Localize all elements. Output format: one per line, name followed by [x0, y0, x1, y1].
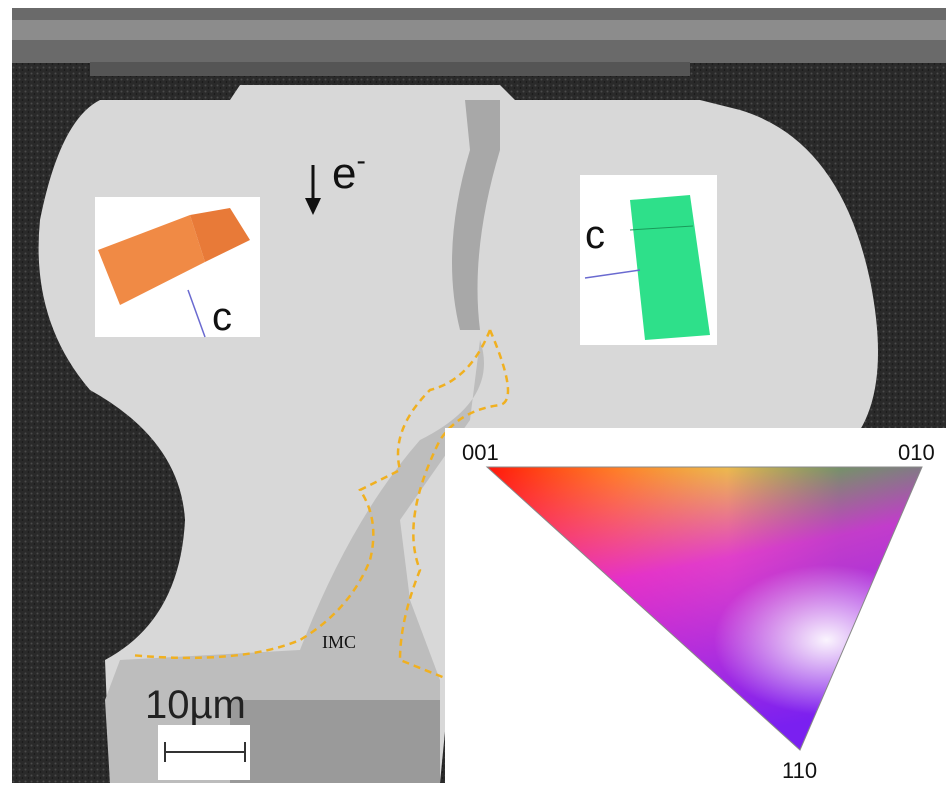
- scale-bar-label: 10µm: [145, 683, 246, 727]
- lower-pad: [230, 700, 440, 783]
- electron-charge: -: [356, 145, 365, 176]
- micrograph-figure: e- c c IMC 10µm 001 010 110: [0, 0, 946, 787]
- pad: [90, 62, 690, 76]
- corner-label: 001: [462, 440, 499, 465]
- electron-symbol: e: [332, 149, 356, 198]
- imc-label: IMC: [322, 632, 356, 652]
- right-c-label: c: [585, 213, 605, 257]
- chip-stripe: [12, 20, 946, 40]
- corner-label: 110: [782, 758, 817, 783]
- corner-label: 010: [898, 440, 935, 465]
- page: e- c c IMC 10µm 001 010 110 (() => { con…: [0, 0, 946, 787]
- left-c-label: c: [212, 295, 232, 339]
